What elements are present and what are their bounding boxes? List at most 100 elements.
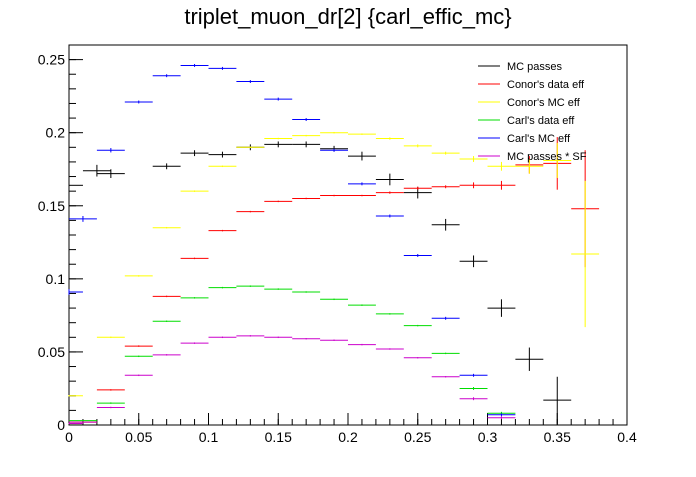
data-point [152, 74, 181, 78]
data-point [431, 316, 460, 320]
data-point [96, 389, 125, 391]
data-point [152, 163, 181, 170]
data-point [124, 355, 153, 358]
data-point [403, 186, 432, 190]
data-point [82, 164, 111, 177]
data-point [68, 175, 83, 196]
x-tick-label: 0.4 [617, 429, 637, 445]
data-point [236, 285, 265, 287]
data-point [375, 191, 404, 194]
data-point [124, 275, 153, 277]
data-point [403, 324, 432, 327]
data-point [320, 194, 348, 197]
data-point [459, 182, 488, 189]
data-point [487, 416, 516, 420]
data-point [487, 161, 516, 171]
series-group [68, 137, 600, 425]
data-point [152, 226, 181, 229]
data-point [348, 182, 376, 186]
data-point [459, 373, 488, 377]
data-point [320, 131, 348, 134]
data-point [264, 97, 293, 101]
y-tick-label: 0 [57, 417, 65, 433]
data-point [348, 133, 376, 135]
data-point [68, 395, 83, 397]
data-point [292, 118, 321, 121]
data-point [208, 165, 237, 168]
series-group [68, 141, 572, 424]
y-tick-label: 0.2 [46, 125, 66, 141]
data-point [348, 194, 376, 197]
data-point [180, 342, 209, 344]
data-point [152, 295, 181, 298]
data-point [96, 336, 125, 339]
data-point [208, 66, 237, 70]
y-tick-label: 0.05 [38, 344, 65, 360]
legend-item: MC passes [478, 61, 563, 73]
data-point [264, 288, 293, 290]
data-point [236, 210, 265, 213]
data-point [152, 354, 181, 356]
data-point [180, 297, 209, 299]
data-point [571, 180, 600, 328]
x-tick-label: 0.2 [338, 429, 358, 445]
x-tick-label: 0.25 [404, 429, 431, 445]
data-point [236, 146, 265, 149]
y-tick-label: 0.25 [38, 52, 65, 68]
x-tick-label: 0.3 [478, 429, 498, 445]
data-point [459, 397, 488, 401]
data-point [320, 148, 348, 152]
data-point [69, 420, 97, 422]
data-point [431, 218, 460, 231]
axes-group: 0 0.05 0.1 0.15 0.2 0.25 0 0.05 0.1 0.15 0.2 0.25 0.… [38, 44, 637, 445]
data-point [431, 185, 460, 189]
x-tick-label: 0.1 [199, 429, 219, 445]
data-point [543, 376, 572, 424]
data-point [96, 148, 125, 153]
series-group [68, 131, 600, 397]
data-point [375, 173, 404, 186]
data-point [292, 291, 321, 293]
data-point [208, 229, 237, 232]
data-point [264, 141, 293, 148]
data-point [320, 298, 348, 301]
y-tick-label: 0.1 [46, 271, 66, 287]
data-point [292, 338, 321, 340]
data-point [515, 347, 544, 371]
data-point [543, 142, 572, 178]
legend-item: MC passes * SF [478, 151, 587, 163]
data-point [487, 180, 516, 190]
data-point [208, 286, 237, 289]
data-point [96, 169, 125, 178]
data-point [69, 216, 97, 222]
data-point [264, 336, 293, 339]
data-point [180, 190, 209, 192]
data-point [236, 335, 265, 337]
data-point [124, 345, 153, 347]
data-point [348, 304, 376, 306]
data-point [69, 421, 97, 423]
data-point [152, 320, 181, 322]
data-point [375, 348, 404, 350]
data-point [292, 134, 321, 137]
data-point [487, 413, 516, 417]
data-point [264, 137, 293, 140]
data-point [459, 387, 488, 390]
x-tick-label: 0.05 [125, 429, 152, 445]
data-point [96, 406, 125, 409]
x-tick-label: 0 [65, 429, 73, 445]
legend-label: MC passes * SF [507, 151, 587, 163]
legend-label: Carl's MC eff [507, 133, 571, 145]
data-point [375, 137, 404, 140]
data-point [403, 254, 432, 257]
data-point [208, 336, 237, 339]
data-point [348, 151, 376, 161]
data-point [124, 374, 153, 377]
data-point [375, 214, 404, 218]
data-point [431, 151, 460, 155]
data-point [68, 423, 83, 425]
data-point [320, 339, 348, 341]
data-point [348, 343, 376, 346]
legend: MC passes Conor's data eff Conor's MC eff C… [478, 61, 587, 163]
